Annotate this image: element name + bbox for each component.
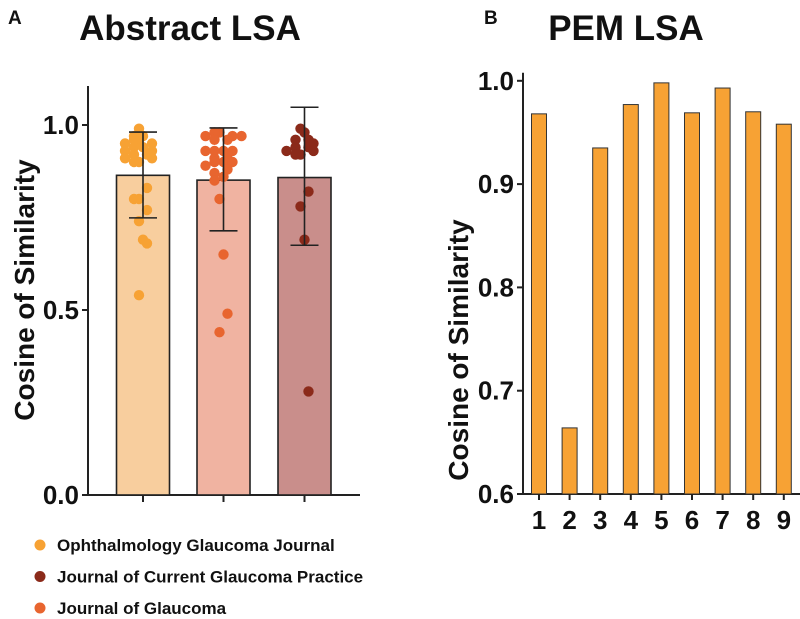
data-point [141, 204, 153, 216]
legend-marker [34, 539, 46, 551]
y-tick-label-b: 1.0 [478, 66, 514, 96]
legend-label: Ophthalmology Glaucoma Journal [57, 536, 335, 555]
data-point [209, 145, 220, 157]
x-tick-label-b: 4 [624, 505, 639, 535]
legend: Ophthalmology Glaucoma Journal Journal of… [34, 536, 363, 618]
y-tick-label-a: 0.0 [43, 480, 79, 510]
chart-b: 0.6 0.7 0.8 0.9 1.0 1 2 3 4 5 6 7 8 9 [478, 66, 800, 535]
y-tick-label-b: 0.8 [478, 272, 514, 302]
y-tick-label-a: 0.5 [43, 295, 79, 325]
data-point [222, 134, 233, 145]
data-point [209, 134, 220, 145]
data-point [146, 153, 158, 164]
data-point [209, 175, 220, 186]
data-point [128, 134, 140, 145]
x-tick-label-b: 5 [654, 505, 668, 535]
data-point [303, 186, 314, 197]
data-point [128, 156, 140, 168]
data-point [200, 145, 211, 157]
data-point [128, 193, 140, 205]
legend-marker [34, 571, 46, 582]
data-point [222, 308, 233, 319]
x-tick-label-b: 2 [562, 505, 576, 535]
panel-label-b: B [484, 8, 498, 29]
data-point [209, 127, 220, 138]
x-tick-label-b: 1 [532, 505, 546, 535]
chart-a: 0.0 0.5 1.0 [43, 86, 360, 510]
legend-label: Journal of Current Glaucoma Practice [57, 568, 363, 587]
data-point [227, 156, 238, 168]
data-point [290, 134, 301, 145]
y-axis-label-a: Cosine of Similarity [9, 159, 40, 421]
bar-2 [196, 179, 251, 496]
y-tick-label-b: 0.6 [478, 479, 514, 509]
data-point [119, 153, 131, 164]
x-tick-label-b: 3 [593, 505, 607, 535]
data-point [209, 156, 220, 168]
data-point [214, 327, 225, 338]
data-point [236, 130, 247, 142]
data-point [295, 201, 306, 212]
data-point [128, 142, 140, 153]
panel-label-a: A [8, 8, 22, 29]
data-point [290, 149, 301, 160]
bar-5 [653, 82, 670, 495]
data-point [200, 160, 211, 171]
bar-2 [561, 427, 578, 495]
bar-6 [684, 112, 700, 495]
data-point [308, 145, 319, 157]
data-point [214, 193, 225, 205]
y-axis-label-b: Cosine of Similarity [443, 219, 474, 481]
y-tick-label-b: 0.9 [478, 169, 514, 199]
bar-7 [714, 87, 731, 495]
x-tick-label-b: 8 [746, 505, 760, 535]
legend-marker [34, 602, 46, 614]
chart-title-b: PEM LSA [548, 9, 704, 48]
x-tick-label-b: 9 [777, 505, 791, 535]
bar-3 [592, 147, 609, 495]
data-point [133, 290, 145, 301]
data-point [218, 249, 229, 260]
chart-title-a: Abstract LSA [79, 9, 301, 48]
y-tick-label-a: 1.0 [43, 110, 79, 140]
bar-4 [622, 104, 639, 495]
data-point [119, 138, 131, 149]
legend-label: Journal of Glaucoma [57, 599, 227, 614]
bar-9 [775, 123, 792, 495]
data-point [290, 142, 301, 153]
data-point [141, 182, 153, 194]
data-point [146, 138, 158, 149]
data-point [141, 238, 153, 249]
bar-1 [115, 174, 171, 496]
x-tick-label-b: 6 [685, 505, 699, 535]
data-point [200, 130, 211, 142]
data-point [281, 145, 292, 157]
x-tick-label-b: 7 [715, 505, 729, 535]
y-tick-label-b: 0.7 [478, 376, 514, 406]
data-point [303, 386, 314, 397]
data-point [128, 149, 140, 160]
data-point [119, 145, 131, 157]
data-point [209, 167, 220, 179]
bar-1 [531, 113, 547, 495]
bar-8 [745, 111, 762, 495]
